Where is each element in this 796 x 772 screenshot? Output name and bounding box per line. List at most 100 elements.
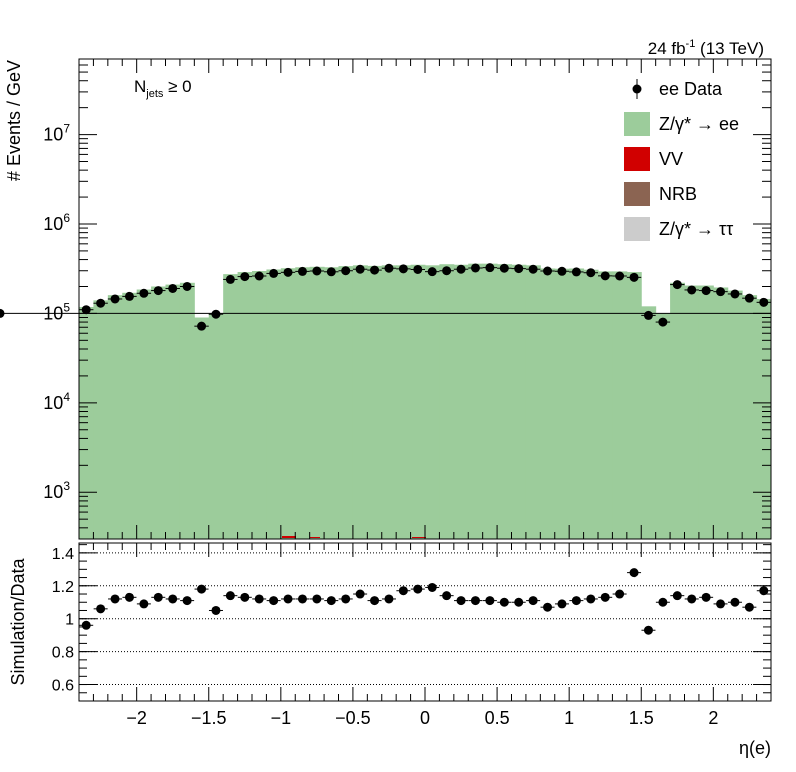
x-tick-label: 2	[708, 708, 718, 728]
y-tick-label: 1.4	[52, 546, 74, 563]
y-tick-exponent: 3	[63, 479, 70, 493]
data-point	[124, 291, 134, 301]
zee-bar	[194, 317, 210, 539]
data-point	[341, 266, 351, 276]
ratio-point	[81, 620, 91, 630]
ratio-point	[398, 586, 408, 596]
zee-bar	[252, 271, 267, 539]
vv-sliver	[282, 536, 296, 538]
zee-bar	[280, 268, 296, 539]
data-point	[355, 264, 365, 274]
data-point	[759, 297, 769, 307]
zee-bar	[136, 289, 152, 539]
ratio-point	[341, 594, 351, 604]
y-tick-label: 104	[43, 390, 70, 413]
x-tick-label: −0.5	[335, 708, 371, 728]
data-point	[456, 264, 466, 274]
zee-bar	[208, 313, 224, 539]
y-tick-exponent: 5	[63, 300, 70, 314]
ratio-point	[586, 594, 596, 604]
zee-bar	[540, 268, 556, 539]
ratio-point	[643, 625, 653, 635]
ratio-point	[658, 597, 668, 607]
y-tick-label: 0.6	[52, 678, 74, 695]
zee-bar	[598, 271, 613, 539]
y-tick-label: 1.2	[52, 579, 74, 596]
legend-swatch-nrb	[624, 182, 650, 206]
data-point	[312, 266, 322, 276]
zee-bar	[713, 287, 729, 539]
ratio-point	[197, 584, 207, 594]
x-tick-label: −1.5	[191, 708, 227, 728]
ratio-point	[730, 597, 740, 607]
legend-swatch-ztt	[624, 217, 650, 241]
main-y-label: # Events / GeV	[4, 60, 24, 181]
y-tick-base: 10	[43, 303, 63, 323]
data-point	[687, 285, 697, 295]
zee-bar	[223, 274, 239, 539]
data-point	[586, 268, 596, 278]
x-axis-label: η(e)	[739, 738, 771, 758]
zee-bar	[122, 292, 138, 539]
ratio-point	[701, 592, 711, 602]
energy-label: (13 TeV)	[695, 39, 764, 58]
zee-bar	[511, 264, 527, 539]
ratio-point	[615, 589, 625, 599]
data-point	[182, 281, 192, 291]
ratio-point	[225, 591, 235, 601]
data-point	[153, 286, 163, 296]
zee-bar	[179, 282, 195, 539]
data-point	[110, 294, 120, 304]
legend-label-ztt: Z/γ* → ττ	[659, 219, 733, 239]
zee-bar	[468, 263, 484, 539]
lumi-value: 24 fb	[648, 39, 686, 58]
legend-label-data: ee Data	[659, 79, 723, 99]
njets-annotation: Njets ≥ 0	[134, 77, 192, 100]
data-point	[557, 266, 567, 276]
ratio-point	[283, 594, 293, 604]
x-tick-label: 1	[564, 708, 574, 728]
ratio-panel: 0.6 0.8 1 1.2 1.4 −2 −1.5 −1 −0.5 0 0.5 1 1.5 2 Simu…	[8, 542, 772, 758]
ratio-point	[254, 594, 264, 604]
zee-bar	[453, 264, 469, 539]
ratio-point	[182, 596, 192, 606]
ratio-point	[687, 594, 697, 604]
ratio-point	[442, 591, 452, 601]
data-point	[730, 289, 740, 299]
x-tick-label: 0.5	[485, 708, 510, 728]
ratio-point	[470, 596, 480, 606]
y-tick-label: 0.8	[52, 645, 74, 662]
data-point	[283, 267, 293, 277]
ratio-point	[312, 594, 322, 604]
ratio-x-axis: −2 −1.5 −1 −0.5 0 0.5 1 1.5 2	[78, 543, 772, 728]
zee-bar	[410, 264, 426, 539]
data-point	[643, 310, 653, 320]
zee-bar	[237, 272, 253, 539]
zee-bar	[439, 264, 455, 539]
y-tick-label: 107	[43, 122, 70, 145]
zee-bar	[670, 282, 685, 539]
data-point	[225, 274, 235, 284]
njets-sub: jets	[145, 88, 164, 100]
zee-bar	[266, 269, 282, 539]
data-point	[211, 309, 221, 319]
data-point	[716, 287, 726, 297]
zee-bar	[655, 313, 671, 539]
ratio-point	[211, 605, 221, 615]
ratio-point	[96, 604, 106, 614]
njets-base: N	[134, 77, 146, 96]
data-point	[629, 272, 639, 282]
main-x-ticks	[78, 59, 772, 539]
zee-bar	[338, 266, 354, 539]
y-tick-exponent: 6	[63, 211, 70, 225]
lumi-exponent: -1	[686, 38, 696, 50]
zee-bar	[612, 271, 628, 539]
ratio-point	[600, 592, 610, 602]
y-tick-base: 10	[43, 125, 63, 145]
data-point	[543, 266, 553, 276]
ratio-point	[514, 597, 524, 607]
y-tick-base: 10	[43, 214, 63, 234]
zee-bar	[295, 267, 311, 539]
ratio-point	[384, 594, 394, 604]
data-point	[0, 308, 5, 318]
